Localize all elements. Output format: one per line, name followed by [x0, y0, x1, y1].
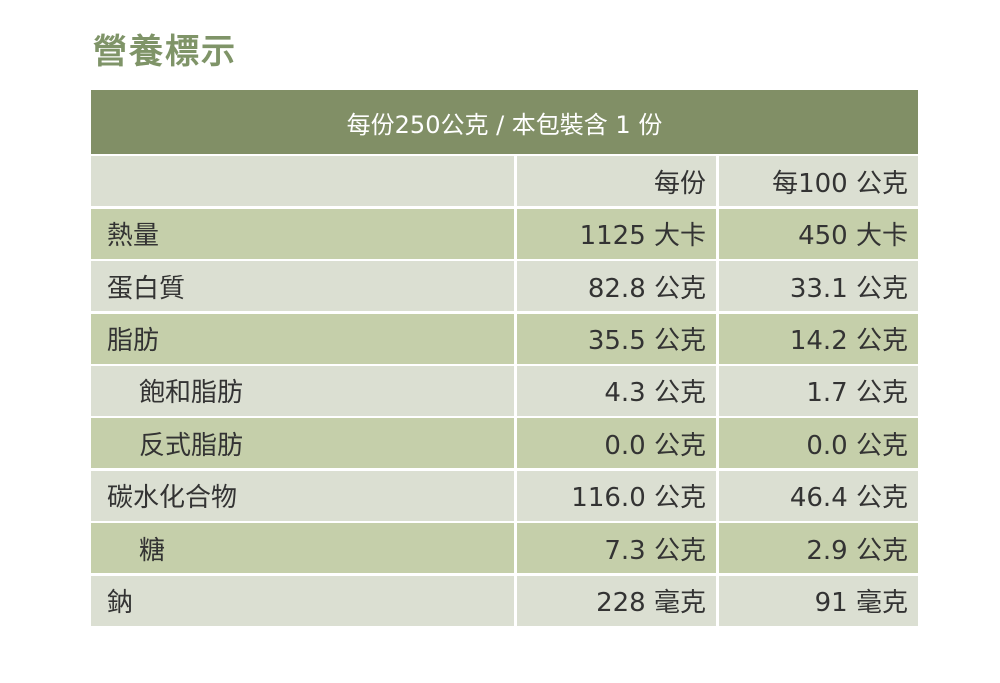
- nutrient-name: 脂肪: [91, 313, 514, 364]
- column-header-per-serving: 每份: [517, 156, 716, 207]
- nutrient-name: 碳水化合物: [91, 470, 514, 521]
- per-serving-value: 35.5 公克: [517, 313, 716, 364]
- per-100g-value: 450 大卡: [719, 208, 918, 259]
- table-row: 反式脂肪 0.0 公克 0.0 公克: [91, 418, 918, 469]
- per-serving-value: 82.8 公克: [517, 261, 716, 312]
- table-row: 脂肪 35.5 公克 14.2 公克: [91, 313, 918, 364]
- column-header-row: 每份 每100 公克: [91, 156, 918, 207]
- table-row: 鈉 228 毫克 91 毫克: [91, 575, 918, 626]
- per-serving-value: 228 毫克: [517, 575, 716, 626]
- table-row: 熱量 1125 大卡 450 大卡: [91, 208, 918, 259]
- nutrient-name: 糖: [91, 523, 514, 574]
- per-serving-value: 1125 大卡: [517, 208, 716, 259]
- table-row: 飽和脂肪 4.3 公克 1.7 公克: [91, 365, 918, 416]
- serving-header: 每份250公克 / 本包裝含 1 份: [91, 90, 918, 154]
- per-serving-value: 116.0 公克: [517, 470, 716, 521]
- per-100g-value: 91 毫克: [719, 575, 918, 626]
- per-serving-value: 0.0 公克: [517, 418, 716, 469]
- per-serving-value: 4.3 公克: [517, 365, 716, 416]
- nutrient-name: 飽和脂肪: [91, 365, 514, 416]
- page-title: 營養標示: [93, 32, 237, 72]
- per-100g-value: 0.0 公克: [719, 418, 918, 469]
- per-100g-value: 14.2 公克: [719, 313, 918, 364]
- nutrient-name: 反式脂肪: [91, 418, 514, 469]
- table-row: 碳水化合物 116.0 公克 46.4 公克: [91, 470, 918, 521]
- per-serving-value: 7.3 公克: [517, 523, 716, 574]
- table-row: 糖 7.3 公克 2.9 公克: [91, 523, 918, 574]
- nutrient-name: 熱量: [91, 208, 514, 259]
- nutrition-table: 每份250公克 / 本包裝含 1 份 每份 每100 公克 熱量 1125 大卡 4…: [91, 90, 918, 626]
- nutrient-name: 鈉: [91, 575, 514, 626]
- per-100g-value: 33.1 公克: [719, 261, 918, 312]
- per-100g-value: 1.7 公克: [719, 365, 918, 416]
- column-header-per-100g: 每100 公克: [719, 156, 918, 207]
- nutrient-name: 蛋白質: [91, 261, 514, 312]
- per-100g-value: 46.4 公克: [719, 470, 918, 521]
- table-row: 蛋白質 82.8 公克 33.1 公克: [91, 261, 918, 312]
- column-header-name: [91, 156, 514, 207]
- per-100g-value: 2.9 公克: [719, 523, 918, 574]
